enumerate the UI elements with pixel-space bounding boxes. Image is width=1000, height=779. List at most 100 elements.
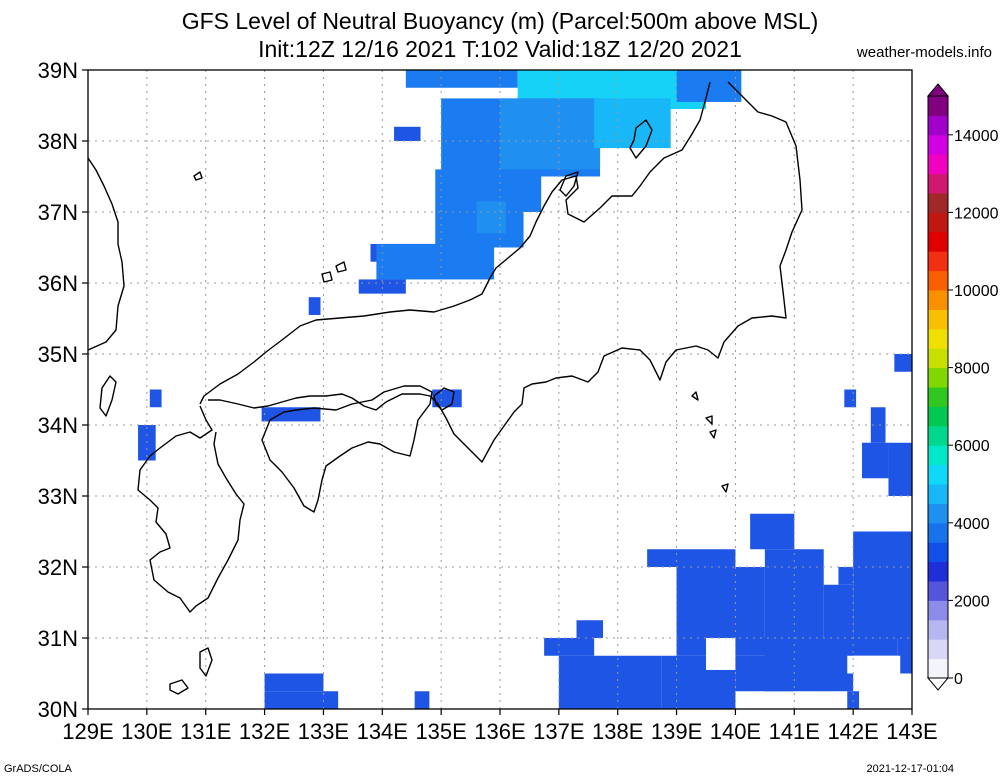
y-tick-label: 31N: [38, 626, 78, 651]
colorbar-segment: [928, 581, 948, 601]
colorbar-segment: [928, 96, 948, 116]
graticule: [88, 70, 912, 709]
map-subtitle: Init:12Z 12/16 2021 T:102 Valid:18Z 12/2…: [258, 36, 742, 62]
colorbar-segment: [928, 425, 948, 446]
y-tick-label: 36N: [38, 271, 78, 296]
tanegashima-island: [199, 647, 213, 677]
colorbar-segment: [928, 251, 948, 272]
tsushima-island: [99, 375, 117, 417]
colorbar-label: 10000: [954, 283, 999, 300]
colorbar-segment: [928, 231, 948, 252]
colorbar-segment: [928, 134, 948, 155]
buoyancy-cell: [888, 442, 912, 496]
y-tick-label: 38N: [38, 129, 78, 154]
x-tick-label: 134E: [357, 719, 408, 744]
honshu-pacific-coast: [208, 81, 803, 463]
colorbar-segment: [928, 348, 948, 369]
buoyancy-cell: [149, 389, 162, 408]
colorbar-border: [927, 95, 949, 679]
colorbar-segment: [928, 561, 948, 582]
small-islet-1: [193, 171, 203, 181]
colorbar-label: 14000: [954, 128, 999, 145]
colorbar-segment: [928, 387, 948, 407]
y-tick-label: 34N: [38, 413, 78, 438]
x-tick-label: 139E: [651, 719, 702, 744]
buoyancy-cell: [394, 126, 421, 141]
buoyancy-cell: [476, 201, 506, 234]
colorbar-segment: [928, 503, 948, 524]
colorbar-top-arrow: [926, 83, 950, 97]
buoyancy-cell: [897, 638, 912, 674]
colorbar-segment: [928, 115, 948, 136]
x-tick-label: 133E: [298, 719, 349, 744]
x-tick-label: 129E: [62, 719, 113, 744]
buoyancy-cell: [647, 549, 736, 567]
buoyancy-cell: [500, 98, 601, 170]
izu-islands: [691, 391, 717, 439]
y-tick-label: 32N: [38, 555, 78, 580]
x-tick-label: 141E: [769, 719, 820, 744]
buoyancy-cell: [838, 567, 854, 585]
x-tick-label: 142E: [827, 719, 878, 744]
x-tick-label: 143E: [886, 719, 937, 744]
footer-timestamp: 2021-12-17-01:04: [866, 763, 954, 775]
colorbar-label: 4000: [954, 516, 990, 533]
x-tick-label: 136E: [474, 719, 525, 744]
x-tick-label: 135E: [415, 719, 466, 744]
colorbar-segment: [928, 464, 948, 485]
coastline: [87, 81, 803, 695]
colorbar-segment: [928, 212, 948, 233]
colorbar-segment: [928, 193, 948, 213]
buoyancy-cell: [750, 513, 795, 550]
x-tick-label: 137E: [533, 719, 584, 744]
awaji-island: [433, 387, 455, 411]
colorbar-segment: [928, 290, 948, 310]
x-axis-labels: 129E 130E 131E 132E 133E 134E 135E 136E 137E 138E…: [62, 709, 938, 744]
buoyancy-cell: [358, 279, 406, 294]
colorbar-segment: [928, 154, 948, 175]
buoyancy-cell: [894, 354, 912, 372]
colorbar-segment: [928, 522, 948, 543]
buoyancy-cell: [376, 243, 495, 280]
field-gap: [847, 655, 901, 674]
colorbar-segment: [928, 639, 948, 660]
buoyancy-cell: [264, 691, 339, 709]
colorbar-segment: [928, 309, 948, 330]
colorbar-segment: [928, 600, 948, 621]
buoyancy-field: [138, 70, 912, 709]
colorbar-segment: [928, 619, 948, 640]
site-credit: weather-models.info: [856, 44, 992, 61]
colorbar-label: 8000: [954, 361, 990, 378]
oki-islands: [321, 261, 347, 283]
colorbar-label: 12000: [954, 205, 999, 222]
buoyancy-cell: [308, 297, 321, 315]
colorbar-segment: [928, 484, 948, 504]
colorbar-label: 6000: [954, 438, 990, 455]
footer-credit: GrADS/COLA: [4, 763, 72, 775]
colorbar-segment: [928, 270, 948, 291]
colorbar-label: 2000: [954, 593, 990, 610]
hachijo-island: [721, 483, 729, 493]
buoyancy-cell: [414, 691, 430, 709]
buoyancy-cell: [764, 638, 854, 692]
buoyancy-cell: [853, 531, 912, 638]
kyushu-coast: [137, 405, 245, 613]
y-tick-label: 37N: [38, 200, 78, 225]
y-tick-label: 35N: [38, 342, 78, 367]
x-tick-label: 132E: [239, 719, 290, 744]
colorbar-segment: [928, 173, 948, 194]
x-tick-label: 140E: [710, 719, 761, 744]
shikoku-coast: [261, 385, 433, 513]
colorbar-label: 0: [954, 671, 963, 688]
colorbar: [926, 83, 950, 691]
buoyancy-cell: [676, 567, 765, 638]
buoyancy-cell: [405, 70, 518, 88]
field-gap: [706, 638, 736, 670]
colorbar-segment: [928, 367, 948, 388]
x-tick-label: 131E: [180, 719, 231, 744]
x-tick-label: 130E: [121, 719, 172, 744]
colorbar-labels: 14000 12000 10000 8000 6000 4000 2000 0: [948, 128, 999, 688]
buoyancy-cell: [264, 673, 324, 692]
sado-island: [629, 119, 653, 159]
